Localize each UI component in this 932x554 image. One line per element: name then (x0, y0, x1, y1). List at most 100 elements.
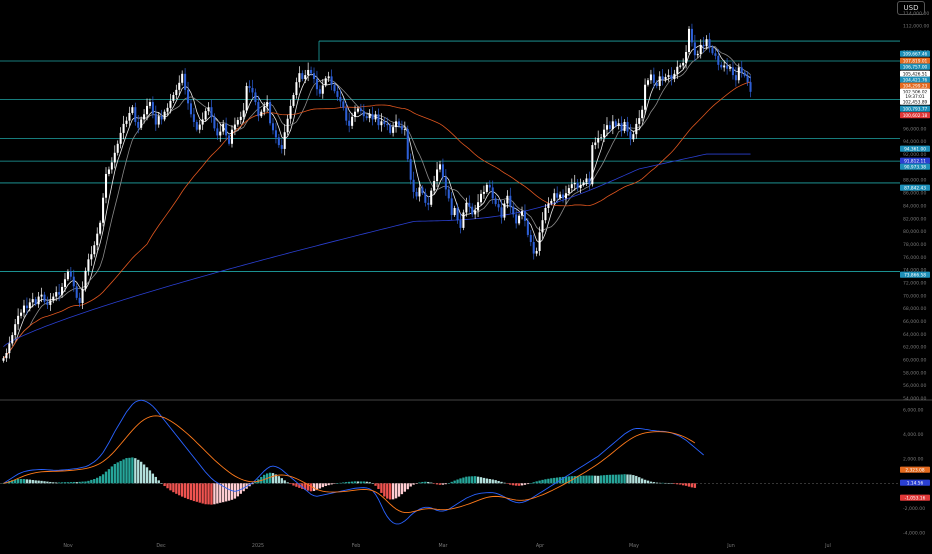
macd-histogram-bar (535, 481, 538, 484)
candle-body (661, 76, 664, 80)
macd-axis-tick-label: 4,000.00 (903, 432, 924, 438)
macd-histogram-bar (2, 483, 5, 484)
candle-body (459, 220, 462, 228)
macd-histogram-bar (93, 479, 96, 484)
macd-histogram-bar (55, 482, 58, 484)
candle-body (412, 179, 415, 192)
macd-histogram-bar (84, 481, 87, 484)
candle-body (301, 73, 304, 79)
macd-histogram-bar (72, 481, 75, 484)
candle-body (134, 107, 137, 122)
macd-histogram-bar (617, 474, 620, 484)
macd-badge (900, 466, 930, 473)
candle-body (556, 193, 559, 198)
candle-body (538, 232, 541, 251)
candle-body (96, 233, 99, 246)
macd-histogram-bar (49, 481, 52, 484)
macd-histogram-bar (306, 483, 310, 491)
candle-body (649, 74, 652, 81)
macd-histogram-bar (330, 483, 333, 485)
candle-body (626, 121, 629, 132)
candle-body (327, 76, 330, 79)
macd-histogram-bar (512, 483, 515, 486)
macd-histogram-bar (646, 480, 650, 484)
macd-histogram-bar (602, 475, 606, 484)
candle-body (251, 87, 254, 93)
candle-body (213, 116, 216, 129)
macd-histogram-bar (301, 483, 304, 489)
macd-histogram-bar (356, 481, 360, 484)
macd-histogram-bar (655, 482, 658, 484)
candle-body (222, 123, 225, 132)
macd-histogram-bar (181, 483, 184, 497)
macd-histogram-bar (635, 475, 638, 484)
price-badges: 109,667.46107,819.01106,757.00105,426.51… (900, 50, 930, 278)
candle-body (8, 343, 11, 354)
macd-histogram-bar (283, 480, 286, 484)
macd-histogram-bar (148, 470, 152, 484)
candle-body (87, 259, 90, 271)
candle-body (345, 107, 348, 121)
candle-body (395, 121, 398, 128)
macd-histogram-bar (605, 474, 609, 484)
candle-body (63, 279, 67, 287)
candle-body (740, 67, 743, 73)
macd-histogram-bar (491, 479, 494, 484)
candle-body (154, 113, 157, 125)
macd-histogram-bar (684, 483, 688, 486)
candle-body (175, 89, 178, 96)
candle-body (497, 204, 500, 208)
macd-histogram-bar (693, 483, 697, 488)
macd-histogram-bar (468, 476, 471, 484)
candle-body (318, 89, 321, 94)
candle-body (570, 184, 573, 189)
candle-body (679, 65, 682, 67)
macd-histogram-bar (544, 479, 547, 484)
macd-histogram-bar (471, 476, 474, 484)
macd-histogram-bar (497, 480, 500, 484)
macd-histogram-bar (43, 481, 46, 484)
macd-histogram-bar (154, 476, 157, 484)
macd-axis-tick-label: -4,000.00 (903, 531, 925, 537)
macd-histogram-bar (87, 480, 90, 484)
macd-histogram-bar (383, 483, 386, 497)
macd-histogram-bar (198, 483, 201, 503)
candle-body (187, 89, 190, 104)
macd-histogram-bar (365, 481, 368, 484)
macd-histogram-bar (163, 483, 166, 487)
candle-body (734, 75, 737, 81)
macd-histogram-bar (620, 474, 623, 484)
candle-body (140, 119, 143, 128)
macd-histogram-bar (453, 480, 456, 484)
macd-histogram-bar (427, 481, 430, 484)
candle-body (562, 194, 565, 199)
macd-histogram-bar (327, 483, 330, 486)
macd-histogram-bar (25, 479, 29, 484)
candle-body (336, 91, 339, 97)
macd-histogram-bar (315, 483, 319, 491)
candle-body (608, 125, 611, 130)
macd-histogram-bar (374, 483, 377, 486)
macd-histogram-bar (447, 483, 450, 484)
candle-body (380, 121, 383, 126)
currency-selector[interactable]: USD (897, 1, 925, 15)
macd-histogram-bar (224, 483, 228, 502)
price-badge-label: 102,506.02 (903, 89, 928, 95)
candle-body (518, 215, 521, 224)
candle-body (670, 75, 673, 79)
macd-histogram-bar (529, 483, 532, 484)
macd-histogram-bar (409, 483, 412, 487)
macd-histogram-bar (652, 482, 656, 484)
candle-body (409, 159, 412, 180)
macd-histogram-bar (222, 483, 225, 503)
candle-body (433, 181, 436, 191)
candle-body (333, 84, 336, 92)
macd-histogram-bar (46, 481, 49, 484)
candle-body (163, 111, 166, 120)
macd-histogram-bar (632, 475, 635, 484)
candle-body (31, 299, 34, 303)
macd-histogram-bar (424, 481, 427, 484)
candle-body (550, 200, 553, 204)
macd-histogram-bar (438, 483, 442, 485)
